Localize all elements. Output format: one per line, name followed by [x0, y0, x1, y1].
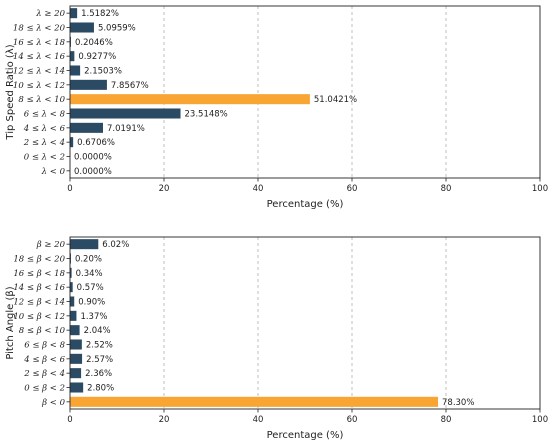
pitch-bar — [70, 353, 83, 364]
tsr-y-axis-title: Tip Speed Ratio (λ) — [5, 44, 16, 140]
pitch-bar — [70, 296, 75, 307]
pitch-plot-frame — [69, 236, 541, 410]
pitch-data-label: 2.04% — [84, 326, 111, 336]
pitch-category-label: β ≥ 20 — [36, 240, 66, 250]
pitch-bar — [70, 368, 82, 379]
tsr-bar — [70, 79, 107, 90]
tsr-bar — [70, 94, 310, 105]
tsr-bar — [70, 108, 181, 119]
pitch-category-label: 12 ≤ β < 14 — [13, 298, 65, 308]
tsr-data-label: 0.6706% — [77, 138, 115, 148]
tsr-data-label: 0.9277% — [78, 52, 116, 62]
tsr-x-tick-label: 100 — [532, 184, 548, 194]
pitch-category-label: 14 ≤ β < 16 — [13, 283, 65, 293]
pitch-category-label: 6 ≤ β < 8 — [24, 341, 65, 351]
pitch-category-label: 4 ≤ β < 6 — [23, 355, 65, 365]
tsr-category-label: 4 ≤ λ < 6 — [23, 124, 66, 134]
tsr-data-label: 23.5148% — [185, 110, 228, 120]
tsr-data-label: 0.0000% — [74, 167, 112, 177]
tsr-category-label: 8 ≤ λ < 10 — [18, 95, 65, 105]
pitch-x-tick-label: 40 — [253, 415, 264, 425]
pitch-data-label: 1.37% — [80, 312, 107, 322]
tsr-category-label: 10 ≤ λ < 12 — [13, 81, 65, 91]
tsr-category-label: λ < 0 — [41, 167, 66, 177]
pitch-category-label: 10 ≤ β < 12 — [13, 312, 65, 322]
pitch-bar — [70, 396, 439, 407]
pitch-y-axis-title: Pitch Angle (β) — [5, 286, 16, 359]
tsr-data-label: 0.0000% — [74, 153, 112, 163]
pitch-bar — [70, 382, 84, 393]
tsr-x-tick-label: 80 — [441, 184, 452, 194]
pitch-bar — [70, 282, 73, 293]
pitch-data-label: 6.02% — [102, 240, 129, 250]
pitch-data-label: 2.80% — [87, 384, 114, 394]
tsr-category-label: 16 ≤ λ < 18 — [13, 38, 66, 48]
tsr-bar — [70, 51, 75, 62]
pitch-data-label: 0.34% — [76, 269, 103, 279]
tsr-bar — [70, 122, 103, 133]
pitch-data-label: 2.52% — [86, 341, 113, 351]
tsr-x-tick-label: 0 — [67, 184, 72, 194]
pitch-bar — [70, 310, 77, 321]
tsr-data-label: 1.5182% — [81, 9, 119, 19]
tsr-bar — [70, 22, 94, 33]
pitch-data-label: 2.57% — [86, 355, 113, 365]
pitch-bar — [70, 339, 82, 350]
pitch-bar — [70, 267, 72, 278]
pitch-bar — [70, 325, 80, 336]
pitch-x-tick-label: 100 — [532, 415, 548, 425]
pitch-bar — [70, 253, 71, 264]
pitch-category-label: 18 ≤ β < 20 — [13, 255, 65, 265]
pitch-category-label: 2 ≤ β < 4 — [23, 369, 65, 379]
tsr-data-label: 5.0959% — [98, 24, 136, 34]
tsr-data-label: 7.8567% — [111, 81, 149, 91]
tsr-category-label: 12 ≤ λ < 14 — [13, 67, 65, 77]
tsr-category-label: 18 ≤ λ < 20 — [13, 24, 66, 34]
tsr-bar — [70, 8, 78, 19]
pitch-data-label: 0.20% — [75, 255, 102, 265]
pitch-category-label: 0 ≤ β < 2 — [24, 384, 65, 394]
pitch-data-label: 78.30% — [442, 398, 474, 408]
pitch-bar — [70, 239, 99, 250]
pitch-category-label: 16 ≤ β < 18 — [13, 269, 65, 279]
pitch-data-label: 0.57% — [77, 283, 104, 293]
pitch-x-tick-label: 20 — [159, 415, 170, 425]
tsr-bar — [70, 137, 74, 148]
pitch-chart: 78.30% 2.80% 2.36% 2.57% 2.52% 2.04% 1.37% 0.90… — [5, 236, 548, 441]
tsr-chart: 0.0000% 0.0000% 0.6706% 7.0191% 23.5148% 51.0… — [5, 5, 548, 210]
tsr-category-label: 14 ≤ λ < 16 — [13, 52, 66, 62]
tsr-bar — [70, 36, 71, 47]
tsr-bar — [70, 65, 81, 76]
tsr-category-label: 2 ≤ λ < 4 — [23, 138, 65, 148]
pitch-data-label: 2.36% — [85, 369, 112, 379]
tsr-x-axis-title: Percentage (%) — [267, 199, 344, 210]
pitch-x-tick-label: 0 — [67, 415, 72, 425]
tsr-x-tick-label: 60 — [347, 184, 358, 194]
pitch-data-label: 0.90% — [78, 298, 105, 308]
tsr-category-label: 0 ≤ λ < 2 — [24, 153, 65, 163]
tsr-x-tick-label: 20 — [159, 184, 170, 194]
tsr-category-label: 6 ≤ λ < 8 — [24, 110, 66, 120]
pitch-x-tick-label: 80 — [441, 415, 452, 425]
pitch-x-tick-label: 60 — [347, 415, 358, 425]
tsr-plot-frame — [69, 5, 541, 179]
pitch-category-label: 8 ≤ β < 10 — [19, 326, 66, 336]
pitch-x-axis-title: Percentage (%) — [267, 430, 344, 441]
pitch-category-label: β < 0 — [41, 398, 65, 408]
tsr-data-label: 51.0421% — [314, 95, 357, 105]
tsr-data-label: 0.2046% — [75, 38, 113, 48]
tsr-category-label: λ ≥ 20 — [35, 9, 65, 19]
tsr-data-label: 2.1503% — [84, 67, 122, 77]
tsr-data-label: 7.0191% — [107, 124, 145, 134]
tsr-x-tick-label: 40 — [253, 184, 264, 194]
